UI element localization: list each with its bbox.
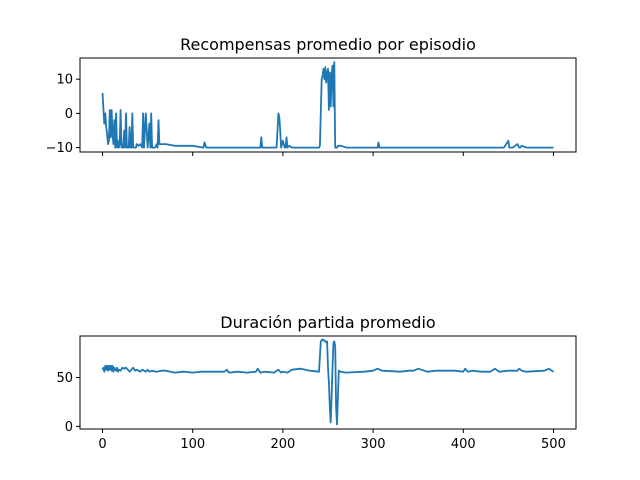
x-tick-label: 0 — [98, 437, 106, 452]
y-tick-label: 10 — [56, 73, 73, 88]
x-tick-label: 300 — [361, 437, 386, 452]
chart-average-duration: Duración partida promedio 0 100 200 300 400 5… — [56, 313, 577, 452]
y-tick-label: 50 — [56, 371, 73, 386]
chart-average-reward: Recompensas promedio por episodio 10 0 −10 — [46, 35, 577, 156]
series-line — [101, 338, 554, 426]
y-tick-label: −10 — [46, 141, 73, 156]
chart-title: Recompensas promedio por episodio — [180, 35, 476, 54]
y-tick-label: 0 — [65, 420, 73, 435]
x-tick-label: 100 — [180, 437, 205, 452]
y-tick-label: 0 — [65, 107, 73, 122]
chart-title: Duración partida promedio — [220, 313, 435, 332]
x-tick-label: 500 — [541, 437, 566, 452]
series-line — [101, 61, 554, 149]
x-tick-label: 200 — [270, 437, 295, 452]
x-tick-label: 400 — [451, 437, 476, 452]
